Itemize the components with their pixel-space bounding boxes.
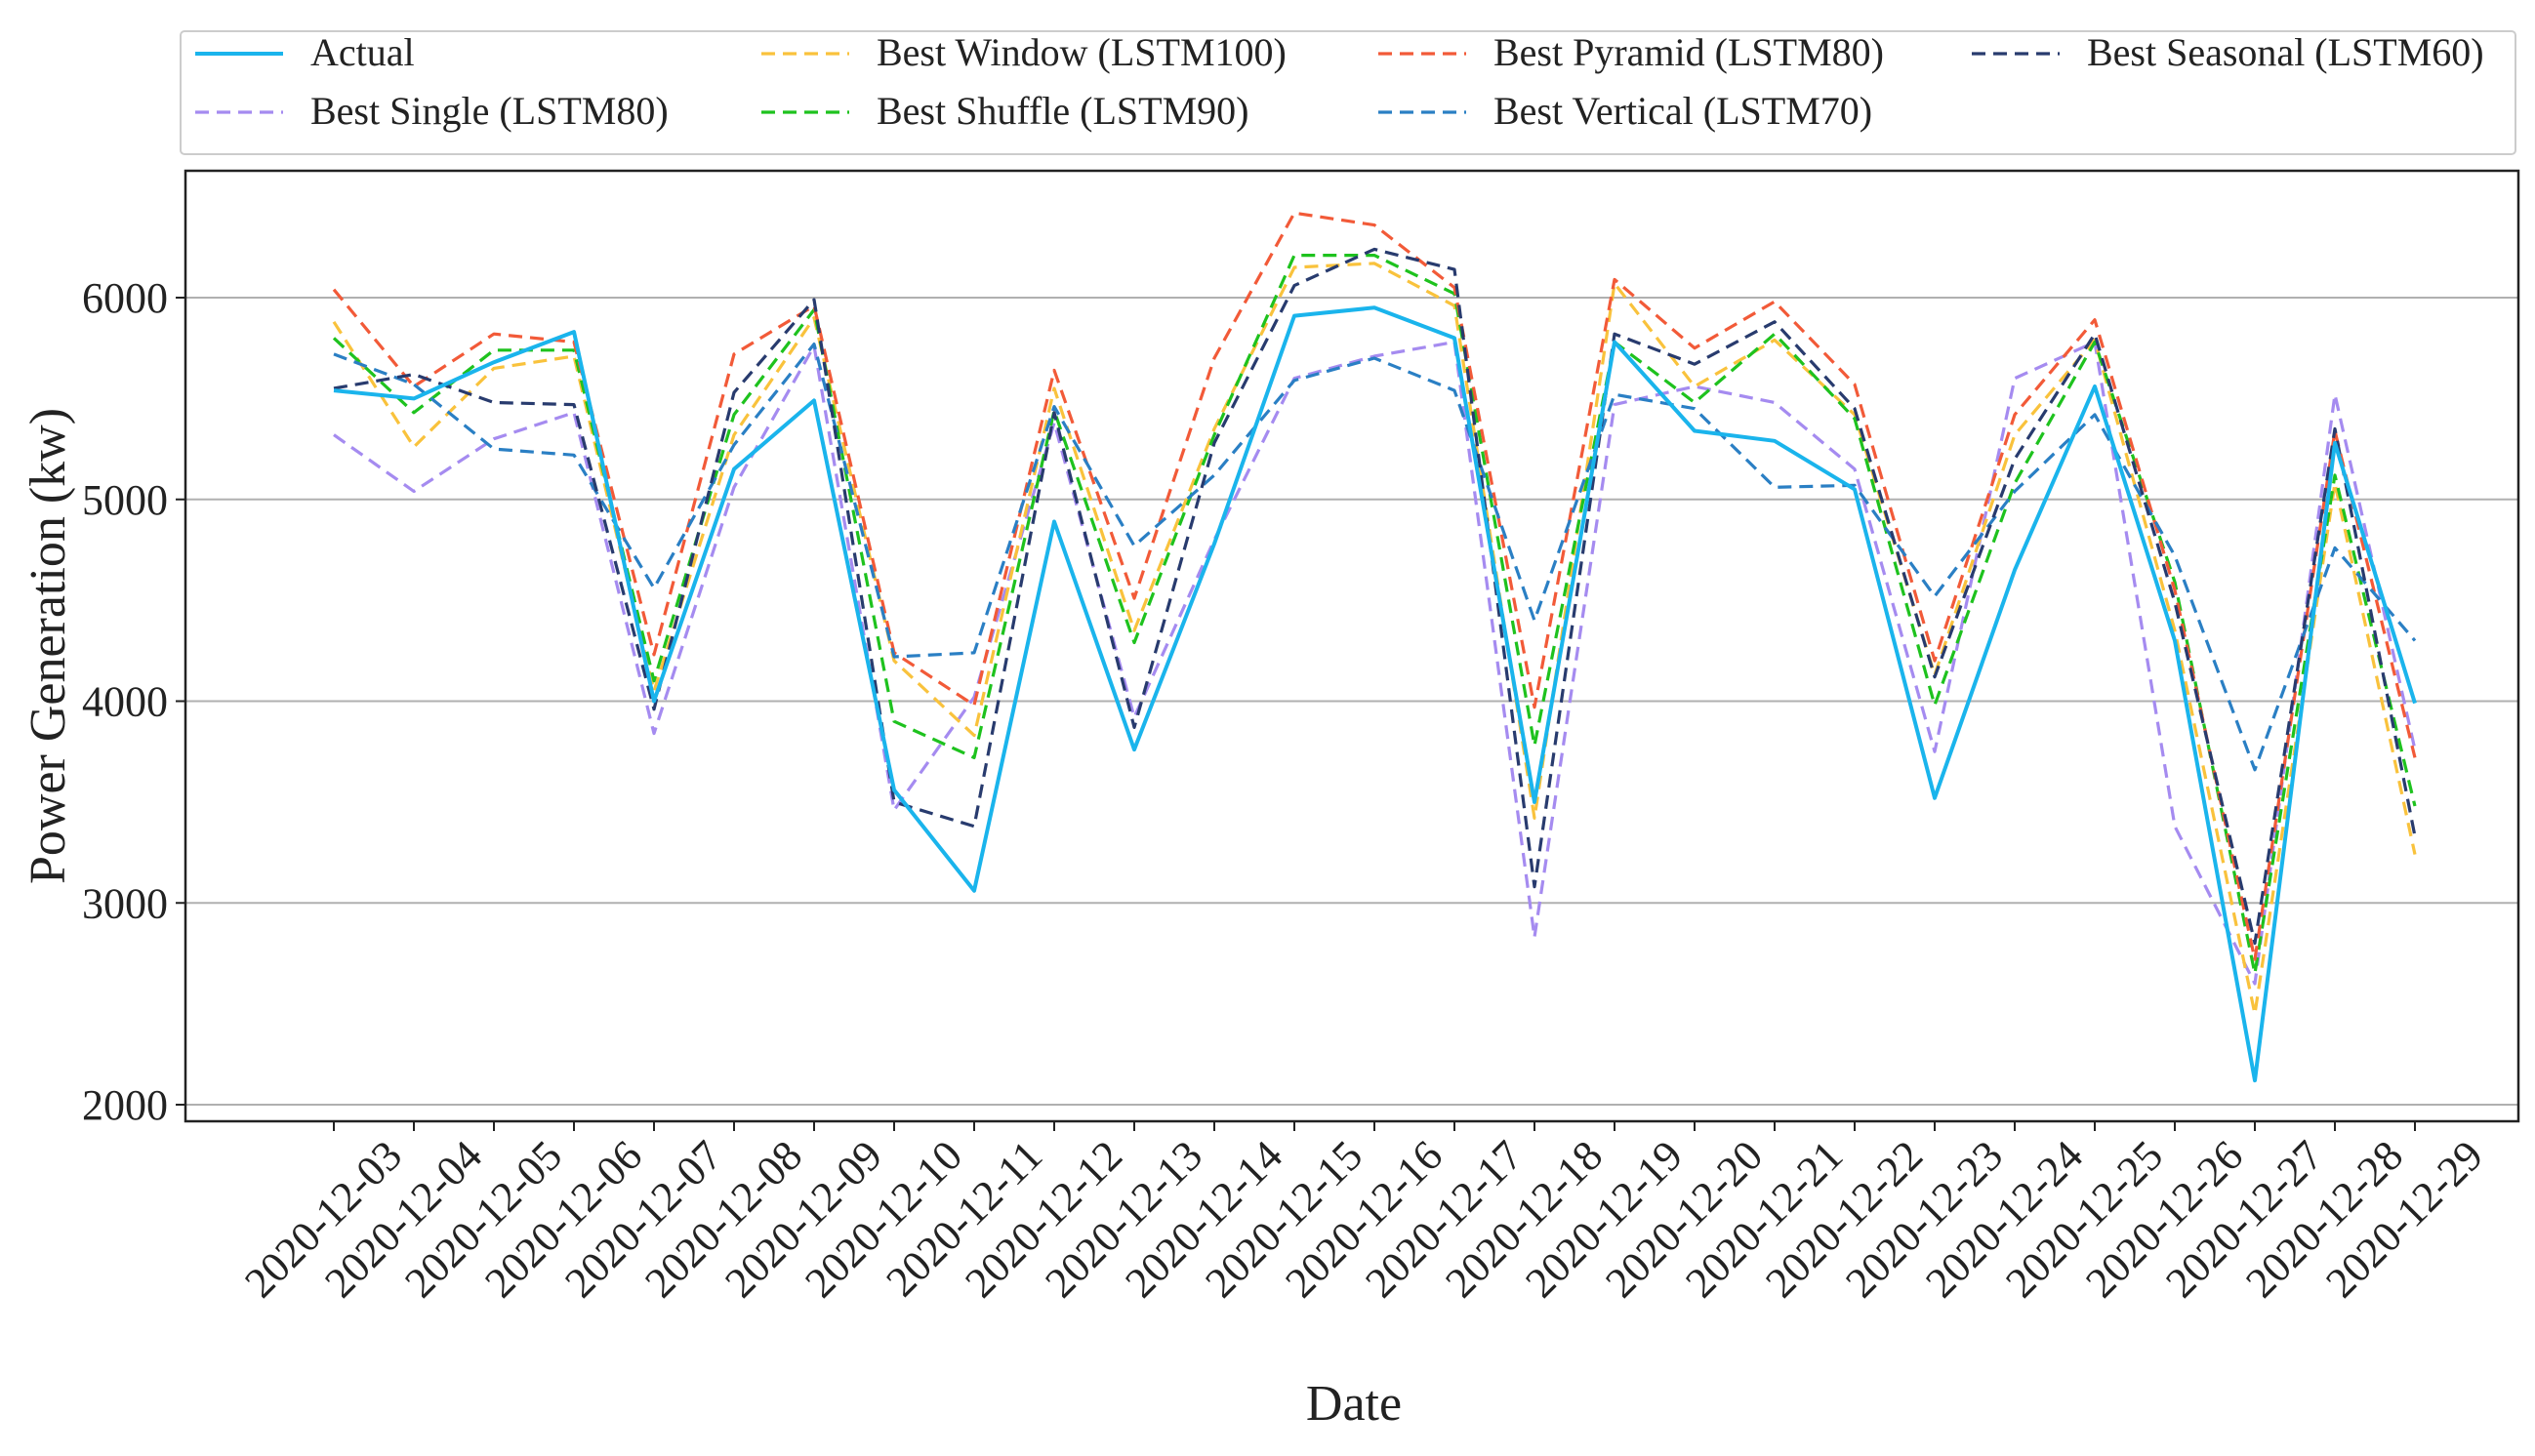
legend-label: Best Vertical (LSTM70) [1493, 89, 1872, 133]
legend-label: Best Window (LSTM100) [877, 30, 1287, 74]
legend-label: Best Seasonal (LSTM60) [2087, 30, 2484, 74]
series-layer [332, 211, 2417, 1083]
legend-frame [180, 30, 2516, 155]
legend-label: Best Pyramid (LSTM80) [1493, 30, 1884, 74]
y-tick-label: 2000 [82, 1081, 168, 1129]
y-tick-label: 3000 [82, 879, 168, 927]
legend-label: Actual [310, 30, 415, 74]
y-tick-label: 6000 [82, 274, 168, 322]
series-line-best-shuffle-lstm90 [332, 254, 2417, 976]
y-tick-label: 5000 [82, 476, 168, 524]
series-line-best-pyramid-lstm80 [332, 211, 2417, 961]
y-tick-label: 4000 [82, 678, 168, 726]
legend-label: Best Shuffle (LSTM90) [877, 89, 1248, 133]
series-line-best-single-lstm80 [333, 340, 2417, 986]
series-line-actual [333, 305, 2417, 1083]
y-axis-ticks: 2000 3000 4000 5000 6000 [82, 274, 185, 1129]
series-line-best-seasonal-lstm60 [333, 247, 2417, 946]
legend-label: Best Single (LSTM80) [310, 89, 669, 133]
y-axis-title: Power Generation (kw) [20, 408, 76, 884]
x-axis-title: Date [1306, 1376, 1402, 1432]
series-line-best-vertical-lstm70 [333, 343, 2417, 772]
legend: Actual Best Single (LSTM80) Best Window (L… [180, 30, 2516, 155]
plot-frame [184, 169, 2520, 1123]
